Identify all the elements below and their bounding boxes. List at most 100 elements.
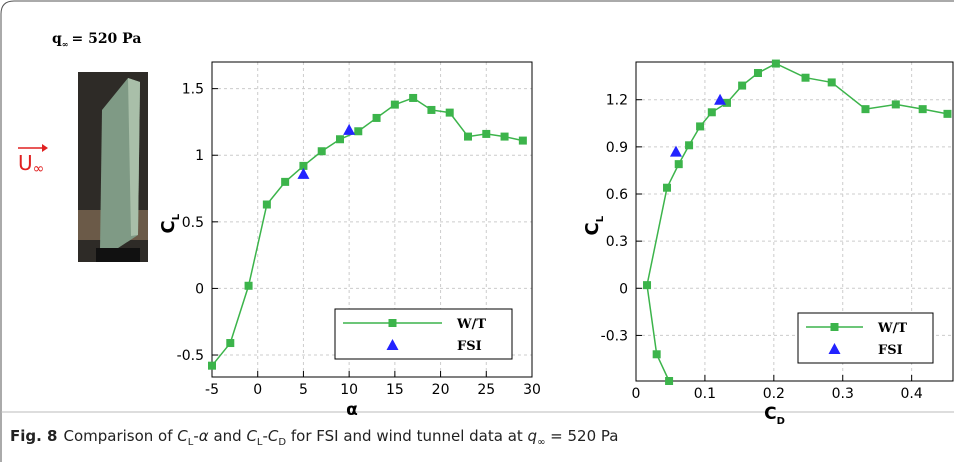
caption-part: and	[208, 427, 247, 445]
marker-square	[943, 109, 952, 118]
photo-base	[96, 248, 140, 262]
marker-square	[674, 160, 683, 169]
x-tick-label: 10	[340, 382, 358, 398]
marker-square	[652, 350, 661, 359]
marker-square	[427, 105, 436, 114]
marker-square	[208, 361, 216, 370]
y-tick-label: -0.3	[601, 328, 628, 344]
y-tick-label: 1	[195, 148, 204, 164]
y-tick-label: 1.2	[606, 93, 628, 109]
x-axis-label-sub: D	[777, 416, 785, 427]
legend-box	[334, 308, 513, 360]
x-tick-label: 0.4	[901, 386, 923, 402]
legend-label: FSI	[457, 339, 482, 354]
caption-part: D	[278, 437, 287, 448]
marker-triangle	[669, 145, 682, 157]
photo-wing-edge	[128, 78, 140, 236]
caption: Fig. 8 Comparison of CL-α and CL-CD for F…	[10, 427, 618, 448]
y-tick-label: 0.3	[606, 234, 628, 250]
flow-label-sub: ∞	[33, 161, 45, 177]
marker-square	[827, 78, 836, 87]
flow-label: U∞	[18, 151, 44, 177]
y-tick-label: 0	[619, 281, 628, 297]
marker-square	[482, 129, 491, 138]
caption-part: C	[246, 427, 257, 445]
marker-square	[696, 122, 705, 131]
marker-square	[643, 281, 652, 290]
marker-square	[409, 93, 418, 102]
legend-label: W/T	[877, 321, 907, 336]
x-tick-label: 15	[386, 382, 404, 398]
marker-square	[663, 183, 672, 192]
series-line	[646, 62, 948, 382]
caption-part: -	[193, 427, 199, 445]
marker-square	[317, 147, 326, 156]
marker-square	[830, 323, 839, 331]
marker-square	[861, 105, 870, 114]
marker-square	[665, 377, 674, 385]
caption-part: L	[187, 437, 194, 448]
caption-part: C	[267, 427, 279, 445]
marker-square	[244, 281, 253, 290]
photo	[78, 72, 148, 262]
x-tick-label: 25	[477, 382, 495, 398]
marker-square	[918, 105, 927, 114]
header-sub: ∞	[62, 39, 69, 49]
x-tick-label: 20	[432, 382, 450, 398]
legend: W/T FSI	[797, 312, 934, 364]
y-axis-label: CL	[582, 215, 606, 235]
marker-square	[685, 141, 694, 150]
caption-part: C	[177, 427, 188, 445]
marker-square	[372, 113, 381, 122]
caption-part: -	[262, 427, 268, 445]
marker-square	[771, 59, 780, 68]
marker-square	[299, 161, 308, 170]
marker-triangle	[343, 123, 356, 135]
plot-frame	[211, 61, 533, 378]
marker-square	[801, 73, 810, 82]
marker-square	[891, 100, 900, 109]
header-text: = 520 Pa	[71, 31, 141, 47]
x-tick-label: 0.3	[832, 386, 854, 402]
legend-label: W/T	[456, 317, 486, 332]
caption-part: ∞	[537, 437, 546, 448]
marker-square	[445, 108, 454, 117]
marker-square	[388, 319, 397, 327]
x-tick-label: 0	[632, 386, 641, 402]
y-tick-label: 0.6	[606, 187, 628, 203]
flow-arrow-head	[42, 144, 48, 152]
marker-triangle	[714, 93, 727, 105]
x-tick-label: 5	[299, 382, 308, 398]
legend-label: FSI	[878, 343, 903, 358]
caption-label: Fig. 8	[10, 427, 58, 445]
x-tick-label: 0.1	[694, 386, 716, 402]
x-axis-label: α	[346, 400, 358, 420]
legend: W/T FSI	[334, 308, 513, 360]
x-axis-label-text: C	[764, 404, 776, 424]
caption-part: L	[256, 437, 263, 448]
caption-part: q	[527, 427, 538, 445]
caption-part: Comparison of	[63, 427, 178, 445]
marker-square	[226, 339, 235, 348]
caption-part: for FSI and wind tunnel data at	[286, 427, 528, 445]
marker-square	[262, 200, 271, 209]
y-axis-label-text: C	[582, 222, 603, 235]
x-axis-label: CD	[764, 404, 785, 427]
y-axis-label-sub: L	[595, 215, 606, 222]
marker-square	[390, 100, 399, 109]
marker-square	[518, 136, 527, 145]
legend-box	[797, 312, 934, 364]
marker-square	[707, 108, 716, 117]
x-tick-label: 0	[253, 382, 262, 398]
x-tick-label: 0.2	[763, 386, 785, 402]
x-tick-label: 30	[523, 382, 541, 398]
marker-square	[354, 127, 363, 136]
x-axis-label-text: α	[346, 400, 358, 420]
caption-part: α	[198, 427, 209, 445]
header: q∞ = 520 Pa	[52, 31, 141, 49]
marker-triangle	[828, 343, 841, 354]
marker-triangle	[297, 167, 310, 179]
flow-label-text: U	[18, 151, 33, 175]
